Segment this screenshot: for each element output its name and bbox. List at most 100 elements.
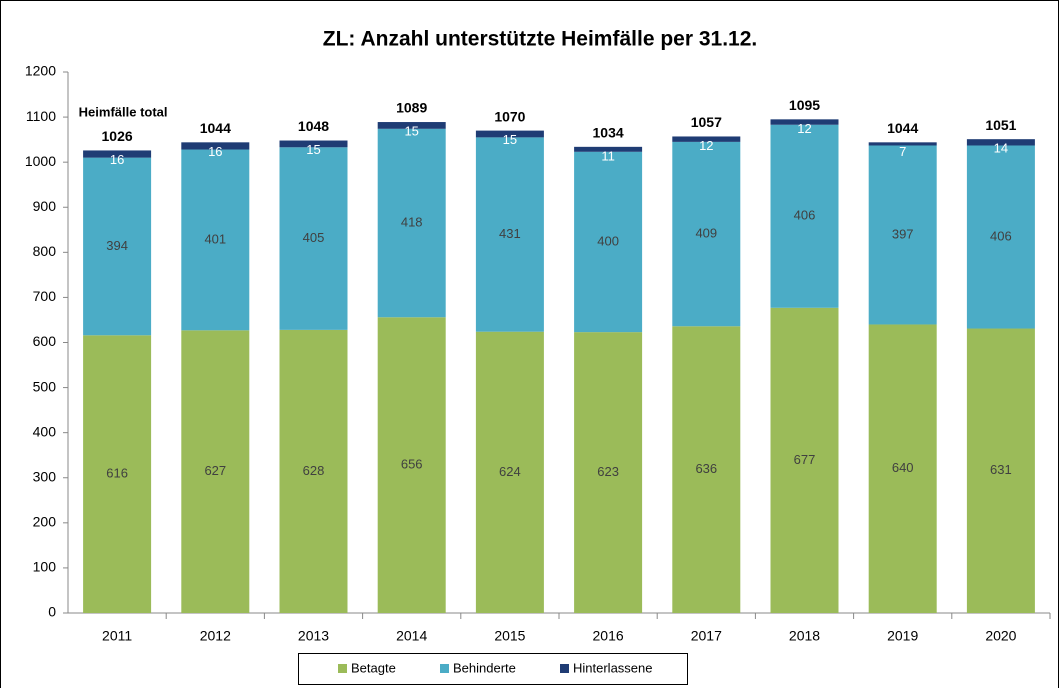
bar-segment (83, 335, 152, 613)
segment-label: 623 (597, 464, 619, 479)
y-tick-label: 500 (33, 378, 57, 394)
bar-segment (83, 150, 152, 158)
legend-swatch (560, 664, 569, 673)
bar-segment (475, 137, 544, 332)
segment-label: 627 (204, 463, 226, 478)
total-label: 1057 (691, 114, 722, 130)
segment-label: 11 (601, 148, 615, 163)
x-tick-label: 2012 (200, 628, 231, 644)
bar-segment (770, 119, 839, 125)
bar-segment (475, 331, 544, 613)
y-tick-label: 800 (33, 243, 57, 259)
y-tick-label: 200 (33, 514, 57, 530)
bar-segment (574, 332, 643, 613)
bar-segment (181, 330, 250, 613)
y-tick-label: 1200 (25, 63, 56, 79)
bar-segment (279, 147, 348, 330)
total-label: 1044 (887, 120, 918, 136)
segment-label: 636 (695, 461, 717, 476)
bar-segment (770, 124, 839, 308)
segment-label: 14 (994, 141, 1008, 156)
segment-label: 12 (699, 138, 713, 153)
x-tick-label: 2011 (102, 628, 132, 644)
bar-segment (966, 145, 1035, 329)
y-tick-label: 1100 (26, 108, 56, 124)
legend-label: Behinderte (453, 660, 516, 675)
legend-swatch (338, 664, 347, 673)
y-tick-label: 100 (33, 559, 57, 575)
x-tick-label: 2018 (789, 628, 820, 644)
segment-label: 616 (106, 466, 128, 481)
bar-segment (672, 136, 741, 142)
segment-label: 394 (106, 238, 128, 253)
total-label: 1051 (985, 117, 1016, 133)
bar-segment (475, 130, 544, 138)
segment-label: 12 (797, 121, 811, 136)
bar-segment (377, 122, 446, 129)
annotation: Heimfälle total (79, 104, 168, 119)
legend-swatch (440, 664, 449, 673)
x-tick-label: 2015 (494, 628, 525, 644)
total-label: 1048 (298, 118, 329, 134)
segment-label: 15 (306, 142, 320, 157)
bar-segment (279, 140, 348, 148)
bar-segment (377, 317, 446, 613)
bar-segment (574, 151, 643, 333)
segment-label: 400 (597, 233, 619, 248)
bar-segment (672, 326, 741, 613)
total-label: 1044 (200, 120, 231, 136)
y-tick-label: 900 (33, 198, 57, 214)
y-tick-label: 400 (33, 423, 57, 439)
bar-segment (868, 324, 937, 613)
segment-label: 631 (990, 462, 1012, 477)
bar-segment (770, 307, 839, 613)
legend-label: Betagte (351, 660, 396, 675)
x-tick-label: 2020 (985, 628, 1016, 644)
y-tick-label: 700 (33, 288, 57, 304)
segment-label: 7 (899, 144, 906, 159)
bar-segment (868, 145, 937, 325)
bar-segment (574, 146, 643, 152)
x-tick-label: 2014 (396, 628, 427, 644)
bar-segment (181, 149, 250, 331)
x-tick-label: 2013 (298, 628, 329, 644)
segment-label: 406 (794, 208, 816, 223)
legend-box (298, 653, 688, 685)
legend-label: Hinterlassene (573, 660, 653, 675)
segment-label: 406 (990, 228, 1012, 243)
segment-label: 656 (401, 457, 423, 472)
total-label: 1034 (593, 125, 624, 141)
x-tick-label: 2016 (593, 628, 624, 644)
x-tick-label: 2019 (887, 628, 918, 644)
segment-label: 16 (208, 144, 222, 159)
bar-segment (279, 329, 348, 613)
segment-label: 677 (794, 452, 816, 467)
segment-label: 397 (892, 226, 914, 241)
bar-segment (966, 139, 1035, 146)
segment-label: 640 (892, 460, 914, 475)
total-label: 1070 (494, 108, 525, 124)
bar-segment (83, 157, 152, 336)
y-tick-label: 0 (48, 604, 56, 620)
segment-label: 15 (503, 132, 517, 147)
segment-label: 624 (499, 464, 521, 479)
bar-segment (672, 141, 741, 327)
bar-segment (868, 142, 937, 146)
segment-label: 418 (401, 214, 423, 229)
total-label: 1095 (789, 97, 820, 113)
segment-label: 15 (404, 123, 418, 138)
bar-segment (181, 142, 250, 150)
bar-segment (377, 128, 446, 318)
segment-label: 405 (303, 230, 325, 245)
x-tick-label: 2017 (691, 628, 722, 644)
chart-title: ZL: Anzahl unterstützte Heimfälle per 31… (323, 28, 757, 51)
segment-label: 16 (110, 152, 124, 167)
y-tick-label: 1000 (25, 153, 56, 169)
segment-label: 431 (499, 226, 521, 241)
total-label: 1026 (102, 128, 133, 144)
segment-label: 401 (204, 231, 226, 246)
total-label: 1089 (396, 100, 427, 116)
y-tick-label: 600 (33, 333, 57, 349)
segment-label: 409 (695, 226, 717, 241)
